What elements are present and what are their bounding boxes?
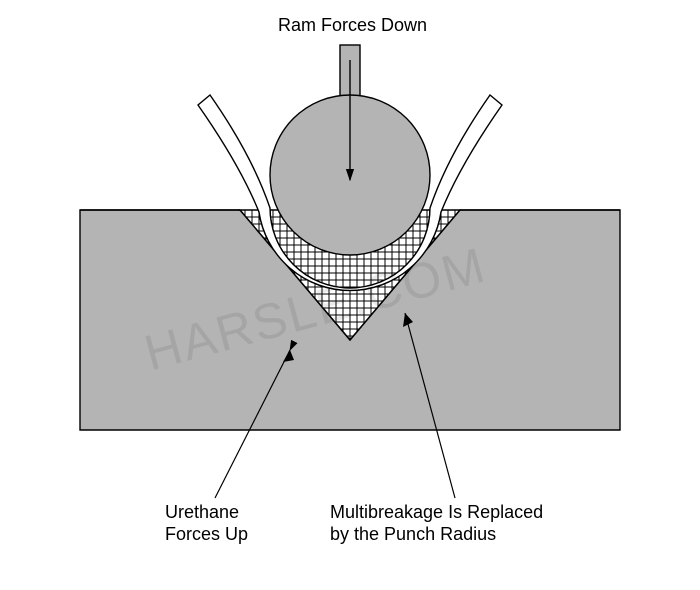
label-urethane-line2: Forces Up — [165, 524, 248, 545]
label-multibreakage-line1: Multibreakage Is Replaced — [330, 502, 543, 523]
diagram-canvas: HARSLE.COM Ram Forces Down Urethane Forc… — [0, 0, 700, 590]
label-multibreakage-line2: by the Punch Radius — [330, 524, 496, 545]
label-ram-forces-down: Ram Forces Down — [278, 15, 427, 36]
label-urethane-line1: Urethane — [165, 502, 239, 523]
